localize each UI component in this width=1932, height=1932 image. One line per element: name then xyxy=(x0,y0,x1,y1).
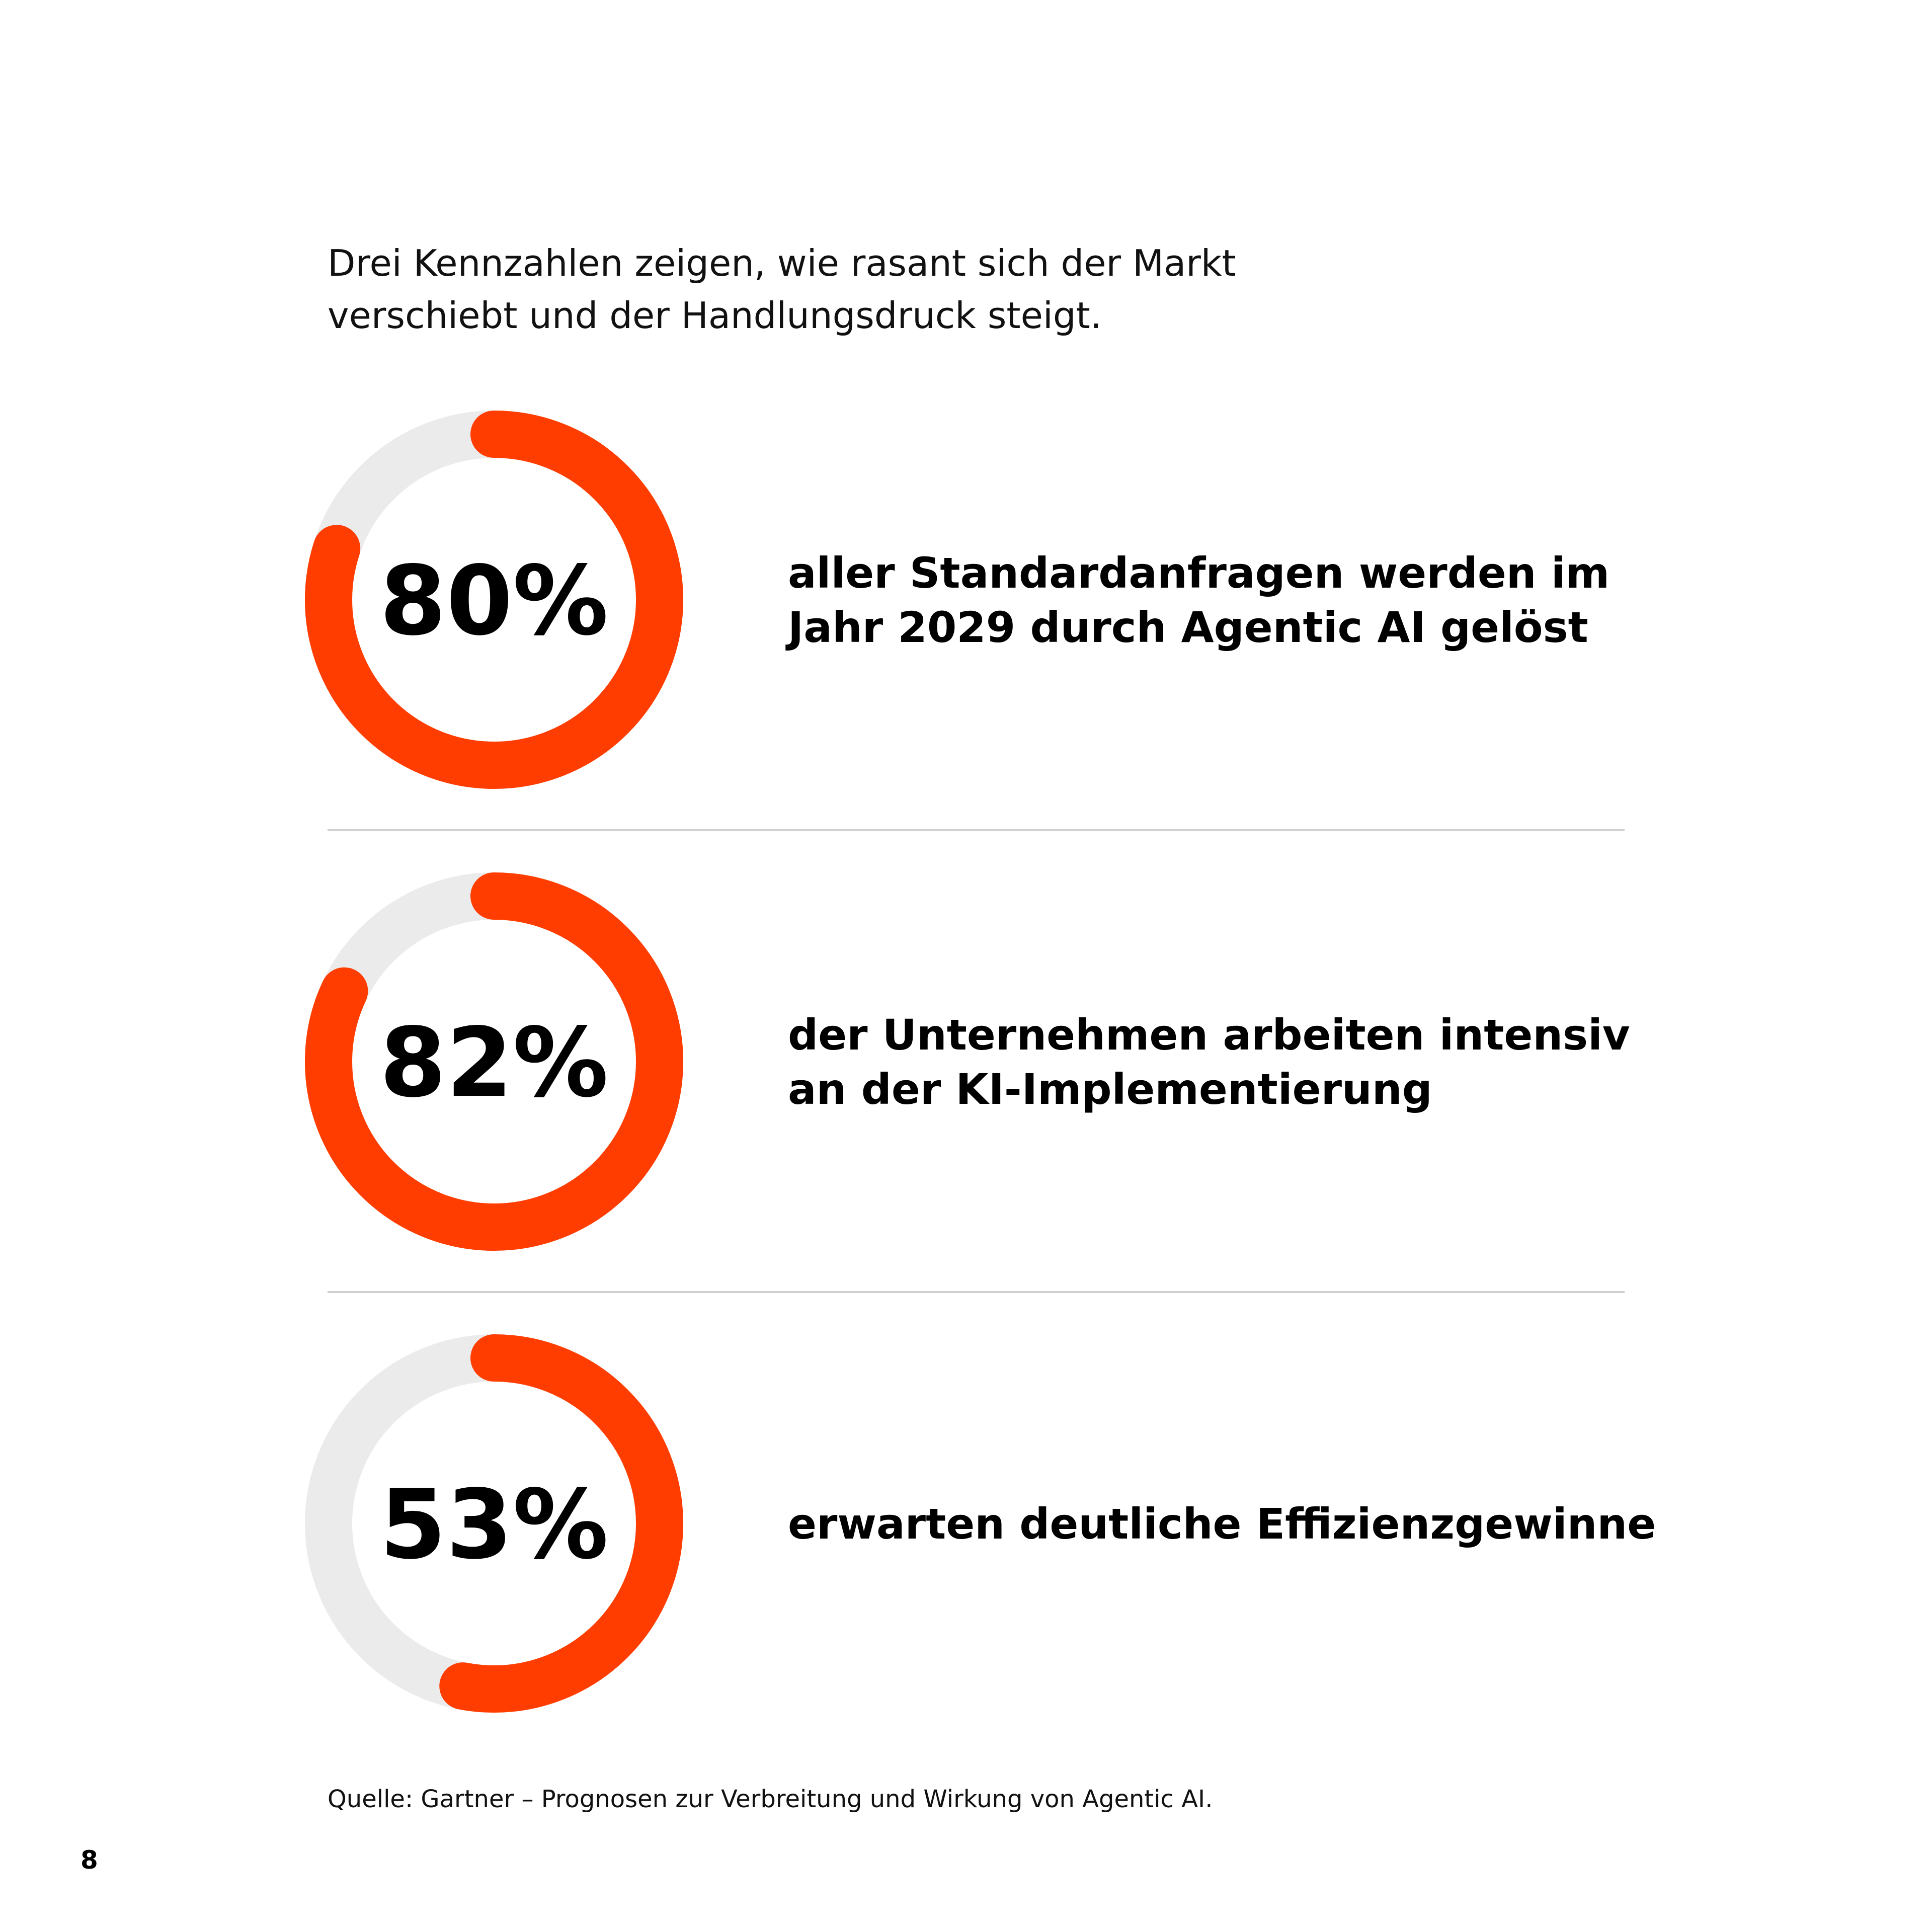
source: Quelle: Gartner – Prognosen zur Verbreit… xyxy=(328,1785,1213,1813)
value-label: 80% xyxy=(380,545,609,657)
value-label: 53% xyxy=(380,1469,609,1580)
description: der Unternehmen arbeiten intensiv xyxy=(788,1010,1630,1060)
description: an der KI-Implementierung xyxy=(788,1065,1432,1114)
description: Jahr 2029 durch Agentic AI gelöst xyxy=(785,603,1588,652)
donut-arc xyxy=(305,872,683,1251)
intro-line: Drei Kennzahlen zeigen, wie rasant sich … xyxy=(328,242,1236,284)
donut-arc xyxy=(305,411,683,789)
value-label: 82% xyxy=(380,1007,609,1118)
description: aller Standardanfragen werden im xyxy=(788,548,1609,598)
page-number: 8 xyxy=(80,1845,98,1875)
intro-line: verschiebt und der Handlungsdruck steigt… xyxy=(328,294,1102,337)
donut-arc xyxy=(305,1334,683,1713)
description: erwarten deutliche Effizienzgewinne xyxy=(788,1499,1656,1549)
